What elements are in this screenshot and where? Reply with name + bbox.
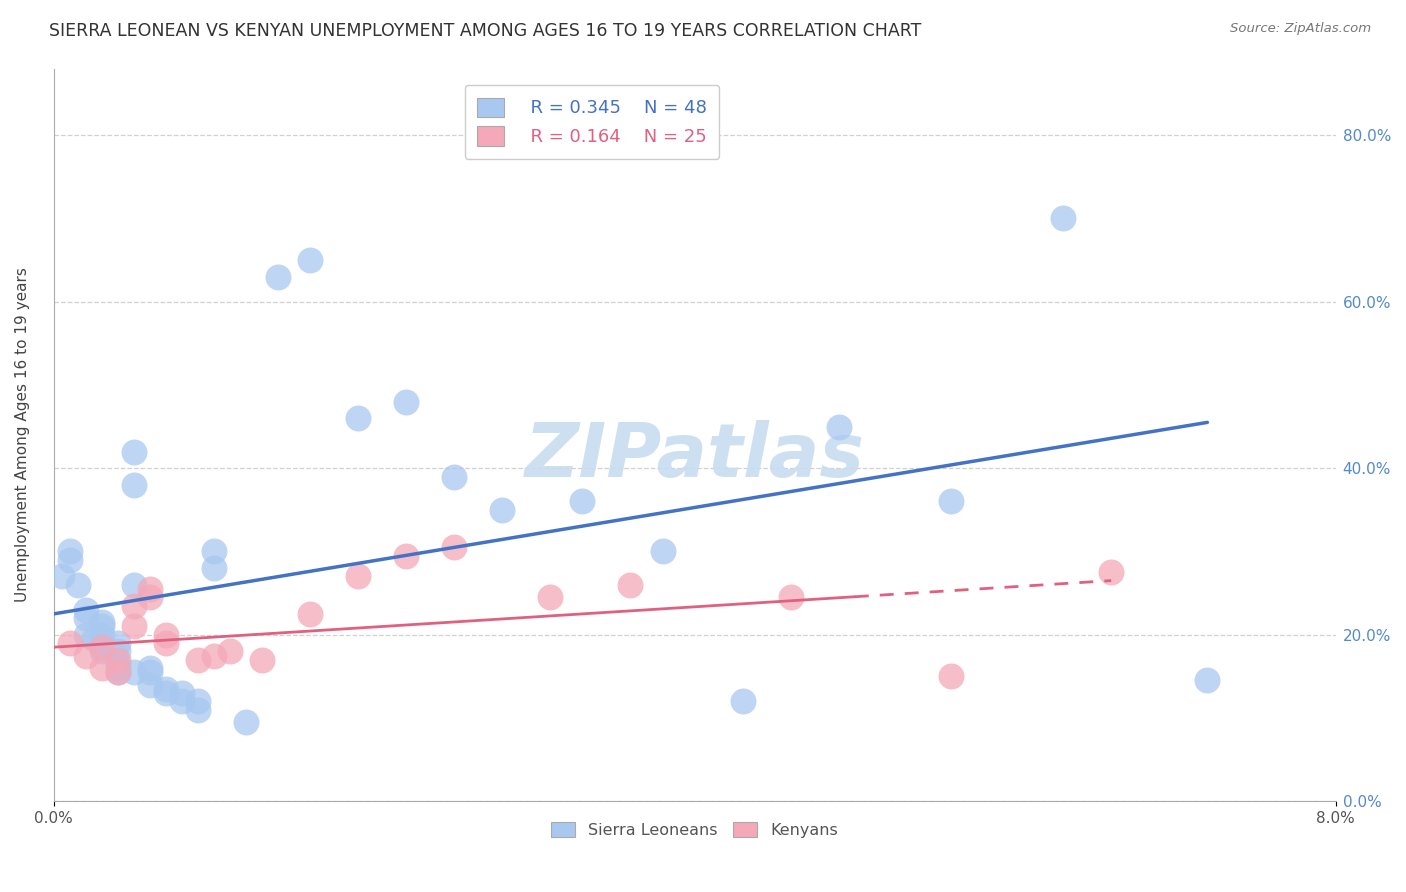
Point (443, 541, 465, 555)
Point (107, 653, 129, 667)
Point (75, 603, 97, 617)
Point (395, 394, 418, 409)
Point (107, 661, 129, 675)
Point (59, 544, 82, 558)
Point (51, 569, 73, 583)
Point (347, 569, 370, 583)
Point (491, 503, 513, 517)
Point (139, 582, 162, 596)
Point (90, 619, 112, 633)
Point (619, 578, 641, 592)
Point (139, 678, 162, 692)
Point (122, 619, 145, 633)
Point (939, 494, 962, 508)
Legend: Sierra Leoneans, Kenyans: Sierra Leoneans, Kenyans (546, 815, 845, 845)
Point (1197, 673, 1219, 688)
Point (59, 636, 82, 650)
Point (59, 553, 82, 567)
Point (90, 640, 112, 655)
Point (90, 615, 112, 630)
Point (122, 578, 145, 592)
Point (155, 628, 177, 642)
Point (90, 661, 112, 675)
Point (155, 681, 177, 696)
Point (90, 640, 112, 655)
Point (66, 578, 89, 592)
Point (90, 636, 112, 650)
Point (75, 648, 97, 663)
Point (187, 694, 209, 708)
Point (107, 657, 129, 671)
Point (235, 715, 257, 730)
Text: SIERRA LEONEAN VS KENYAN UNEMPLOYMENT AMONG AGES 16 TO 19 YEARS CORRELATION CHAR: SIERRA LEONEAN VS KENYAN UNEMPLOYMENT AM… (49, 22, 921, 40)
Point (90, 644, 112, 658)
Point (298, 607, 321, 621)
Text: ZIPatlas: ZIPatlas (524, 420, 865, 493)
Point (107, 665, 129, 680)
Point (218, 644, 240, 658)
Point (202, 648, 225, 663)
Point (75, 611, 97, 625)
Point (1099, 566, 1122, 580)
Point (170, 694, 193, 708)
Point (122, 665, 145, 680)
Point (202, 561, 225, 575)
Point (107, 644, 129, 658)
Point (779, 591, 801, 605)
Point (395, 549, 418, 563)
Point (828, 419, 851, 434)
Point (139, 591, 162, 605)
Point (75, 628, 97, 642)
Point (187, 653, 209, 667)
Point (1052, 211, 1074, 226)
Point (107, 636, 129, 650)
Point (443, 469, 465, 483)
Point (170, 686, 193, 700)
Point (651, 544, 673, 558)
Point (139, 661, 162, 675)
Point (347, 411, 370, 425)
Point (122, 599, 145, 613)
Point (202, 544, 225, 558)
Point (571, 494, 593, 508)
Point (139, 665, 162, 680)
Point (90, 628, 112, 642)
Point (107, 665, 129, 680)
Point (538, 591, 561, 605)
Point (155, 686, 177, 700)
Point (250, 653, 273, 667)
Point (267, 269, 290, 284)
Text: Source: ZipAtlas.com: Source: ZipAtlas.com (1230, 22, 1371, 36)
Point (122, 444, 145, 458)
Point (155, 636, 177, 650)
Point (298, 253, 321, 268)
Point (83, 632, 105, 646)
Point (731, 694, 754, 708)
Point (939, 669, 962, 683)
Y-axis label: Unemployment Among Ages 16 to 19 years: Unemployment Among Ages 16 to 19 years (15, 268, 30, 602)
Point (122, 478, 145, 492)
Point (187, 703, 209, 717)
